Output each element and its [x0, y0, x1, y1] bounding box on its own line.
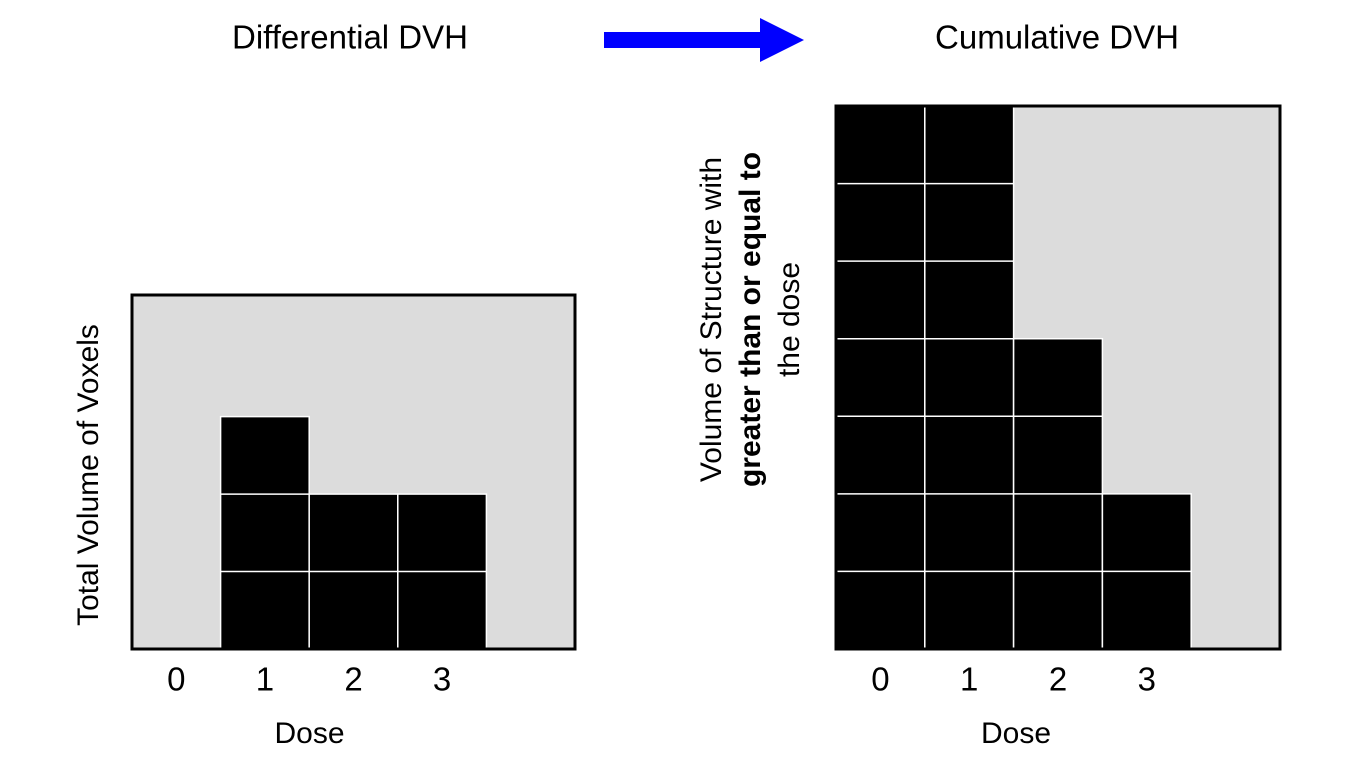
x-axis-label: Dose [981, 717, 1051, 750]
plot-border [834, 104, 1282, 651]
x-tick-label: 1 [960, 661, 978, 698]
bar [835, 105, 926, 650]
x-tick-label: 3 [433, 661, 451, 698]
y-axis-label: Total Volume of Voxels [72, 324, 105, 626]
x-tick-label: 0 [871, 661, 889, 698]
arrow [604, 18, 804, 62]
x-tick-label: 3 [1138, 661, 1156, 698]
x-tick-label: 2 [1049, 661, 1067, 698]
x-tick-label: 2 [344, 661, 362, 698]
plot-border [130, 293, 577, 651]
chart-title: Differential DVH [232, 19, 468, 56]
bar [219, 415, 310, 650]
bar [924, 105, 1015, 650]
chart-title: Cumulative DVH [935, 19, 1179, 56]
x-tick-label: 0 [167, 661, 185, 698]
x-tick-label: 1 [256, 661, 274, 698]
y-axis-label: greater than or equal to [734, 152, 767, 487]
x-axis-label: Dose [274, 717, 344, 750]
y-axis-label: Volume of Structure with [695, 157, 728, 482]
y-axis-label: the dose [773, 262, 806, 377]
